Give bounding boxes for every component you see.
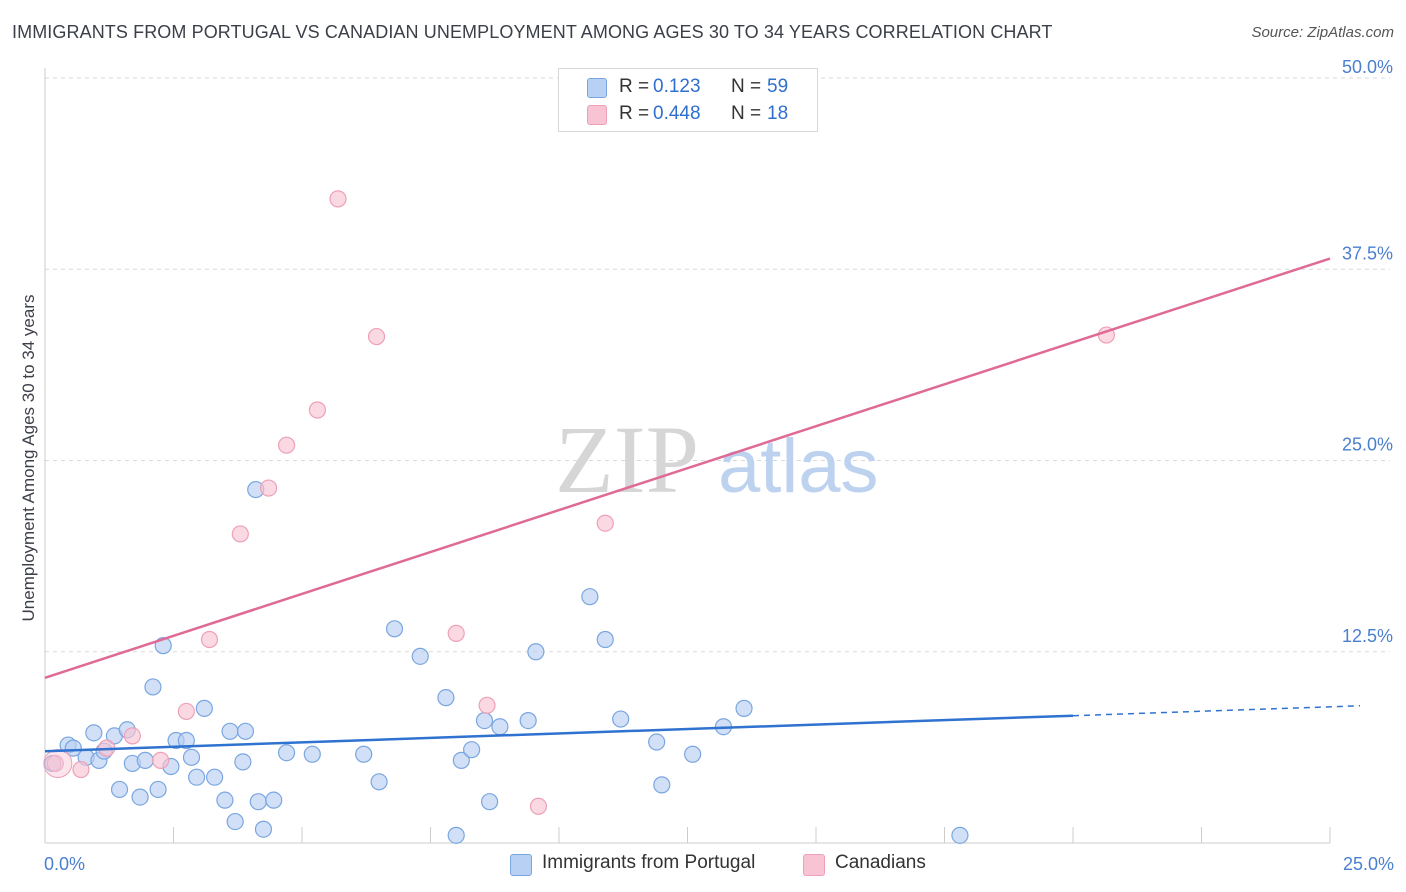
trend-line-portugal-extension [1072, 705, 1361, 717]
legend-label-canadians: Canadians [835, 852, 926, 873]
point-portugal [234, 753, 252, 771]
point-canadians [529, 797, 548, 815]
point-portugal [277, 744, 296, 762]
point-canadians [329, 190, 347, 208]
point-canadians [231, 525, 249, 543]
points-layer [43, 190, 1116, 844]
point-canadians [367, 327, 386, 346]
correlation-legend: R = 0.123 N = 59 R = 0.448 N = 18 [558, 68, 818, 132]
legend-label-portugal: Immigrants from Portugal [542, 852, 756, 873]
point-portugal [447, 826, 465, 844]
x-tick-min: 0.0% [44, 854, 85, 874]
legend-row-canadians: R = 0.448 N = 18 [559, 100, 817, 126]
point-portugal [370, 773, 388, 791]
legend-r-value: 0.123 [653, 76, 701, 97]
point-canadians [177, 702, 195, 721]
point-portugal [612, 710, 630, 728]
point-portugal [236, 722, 255, 740]
y-tick-label: 50.0% [1342, 57, 1393, 77]
point-portugal [951, 826, 969, 844]
point-canadians [46, 754, 64, 773]
point-portugal [475, 711, 494, 730]
point-portugal [149, 780, 167, 799]
point-portugal [131, 788, 149, 806]
point-canadians [259, 479, 278, 497]
point-portugal [491, 718, 509, 736]
legend-n-value: 18 [767, 103, 789, 124]
legend-swatch-pink [587, 105, 607, 125]
point-portugal [195, 699, 213, 717]
point-portugal [249, 793, 267, 811]
legend-r-label: R = [619, 76, 650, 97]
point-portugal [85, 724, 103, 742]
point-portugal [735, 699, 753, 717]
point-portugal [519, 711, 537, 730]
point-portugal [110, 780, 129, 799]
watermark-zip: ZIP [555, 406, 699, 513]
grid-layer [45, 77, 1390, 653]
point-portugal [653, 776, 671, 794]
point-portugal [385, 620, 404, 638]
legend-r-value: 0.448 [653, 103, 701, 124]
legend-swatch-blue [510, 854, 532, 876]
point-portugal [206, 768, 224, 786]
legend-swatch-blue [587, 78, 607, 98]
source-label: Source: ZipAtlas.com [1251, 24, 1394, 41]
point-portugal [254, 820, 273, 838]
x-tick-max: 25.0% [1343, 854, 1394, 874]
point-cluster [43, 748, 73, 778]
point-portugal [581, 588, 599, 606]
point-canadians [596, 514, 614, 532]
point-portugal [684, 745, 702, 763]
point-portugal [144, 678, 162, 696]
point-portugal [411, 647, 429, 665]
point-portugal [596, 630, 614, 649]
point-canadians [277, 436, 296, 454]
series-legend: Immigrants from Portugal Canadians [0, 852, 1406, 878]
point-canadians [478, 696, 496, 714]
point-portugal [265, 791, 283, 809]
legend-n-label: N = [731, 76, 762, 97]
point-canadians [308, 401, 327, 419]
point-canadians [72, 760, 90, 779]
point-portugal [303, 745, 321, 763]
chart-title: IMMIGRANTS FROM PORTUGAL VS CANADIAN UNE… [12, 22, 1053, 42]
point-portugal [177, 731, 195, 750]
legend-n-value: 59 [767, 76, 789, 97]
point-portugal [452, 751, 470, 769]
point-canadians [123, 727, 141, 745]
point-portugal [188, 768, 206, 786]
point-portugal [136, 751, 154, 769]
y-tick-label: 37.5% [1342, 243, 1393, 263]
point-portugal [221, 722, 239, 740]
point-canadians [447, 624, 465, 642]
legend-swatch-pink [803, 854, 825, 876]
axis-layer: 12.5% 25.0% 37.5% 50.0% [44, 57, 1393, 844]
trend-layer [44, 257, 1361, 753]
y-axis-label: Unemployment Among Ages 30 to 34 years [19, 295, 38, 622]
point-portugal [216, 791, 234, 809]
point-portugal [481, 793, 499, 811]
trend-line-canadians [44, 257, 1331, 679]
point-portugal [437, 689, 455, 707]
trend-line-portugal [44, 714, 1074, 753]
point-portugal [182, 748, 201, 766]
legend-r-label: R = [619, 103, 650, 124]
point-canadians [200, 630, 219, 649]
point-portugal [64, 739, 82, 757]
point-portugal [463, 741, 481, 759]
legend-row-portugal: R = 0.123 N = 59 [559, 73, 817, 99]
point-portugal [226, 812, 244, 831]
watermark-atlas: atlas [718, 424, 879, 509]
y-tick-label: 25.0% [1342, 435, 1393, 455]
point-portugal [355, 745, 373, 763]
point-portugal [527, 643, 545, 661]
y-tick-label: 12.5% [1342, 626, 1393, 646]
legend-n-label: N = [731, 103, 762, 124]
point-portugal [648, 733, 666, 751]
point-canadians [152, 751, 170, 769]
